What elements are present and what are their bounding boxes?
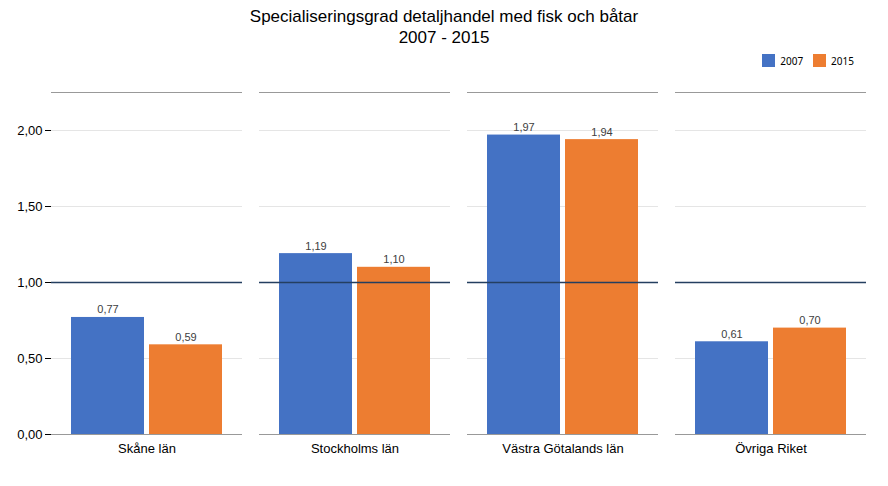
html-text:2007: 2007 xyxy=(780,53,804,68)
svg-text:Västra Götalands län: Västra Götalands län xyxy=(502,441,623,456)
svg-text:0,77: 0,77 xyxy=(97,303,118,315)
svg-text:1,19: 1,19 xyxy=(305,240,326,252)
svg-text:1,50: 1,50 xyxy=(17,199,42,214)
svg-text:0,00: 0,00 xyxy=(17,427,42,442)
svg-text:Skåne län: Skåne län xyxy=(118,441,176,456)
svg-text:0,50: 0,50 xyxy=(17,351,42,366)
svg-text:1,97: 1,97 xyxy=(513,121,534,133)
svg-text:0,61: 0,61 xyxy=(721,328,742,340)
html-text:2015: 2015 xyxy=(831,53,854,68)
svg-text:1,10: 1,10 xyxy=(383,253,404,265)
svg-text:1,00: 1,00 xyxy=(17,275,42,290)
svg-text:0,59: 0,59 xyxy=(175,331,196,343)
svg-text:Övriga Riket: Övriga Riket xyxy=(735,441,807,456)
svg-text:0,70: 0,70 xyxy=(799,314,820,326)
html-text:Specialiseringsgrad detaljhand: Specialiseringsgrad detaljhandel med fis… xyxy=(249,7,639,47)
svg-text:1,94: 1,94 xyxy=(591,126,612,138)
svg-text:Stockholms län: Stockholms län xyxy=(311,441,399,456)
svg-text:2,00: 2,00 xyxy=(17,123,42,138)
